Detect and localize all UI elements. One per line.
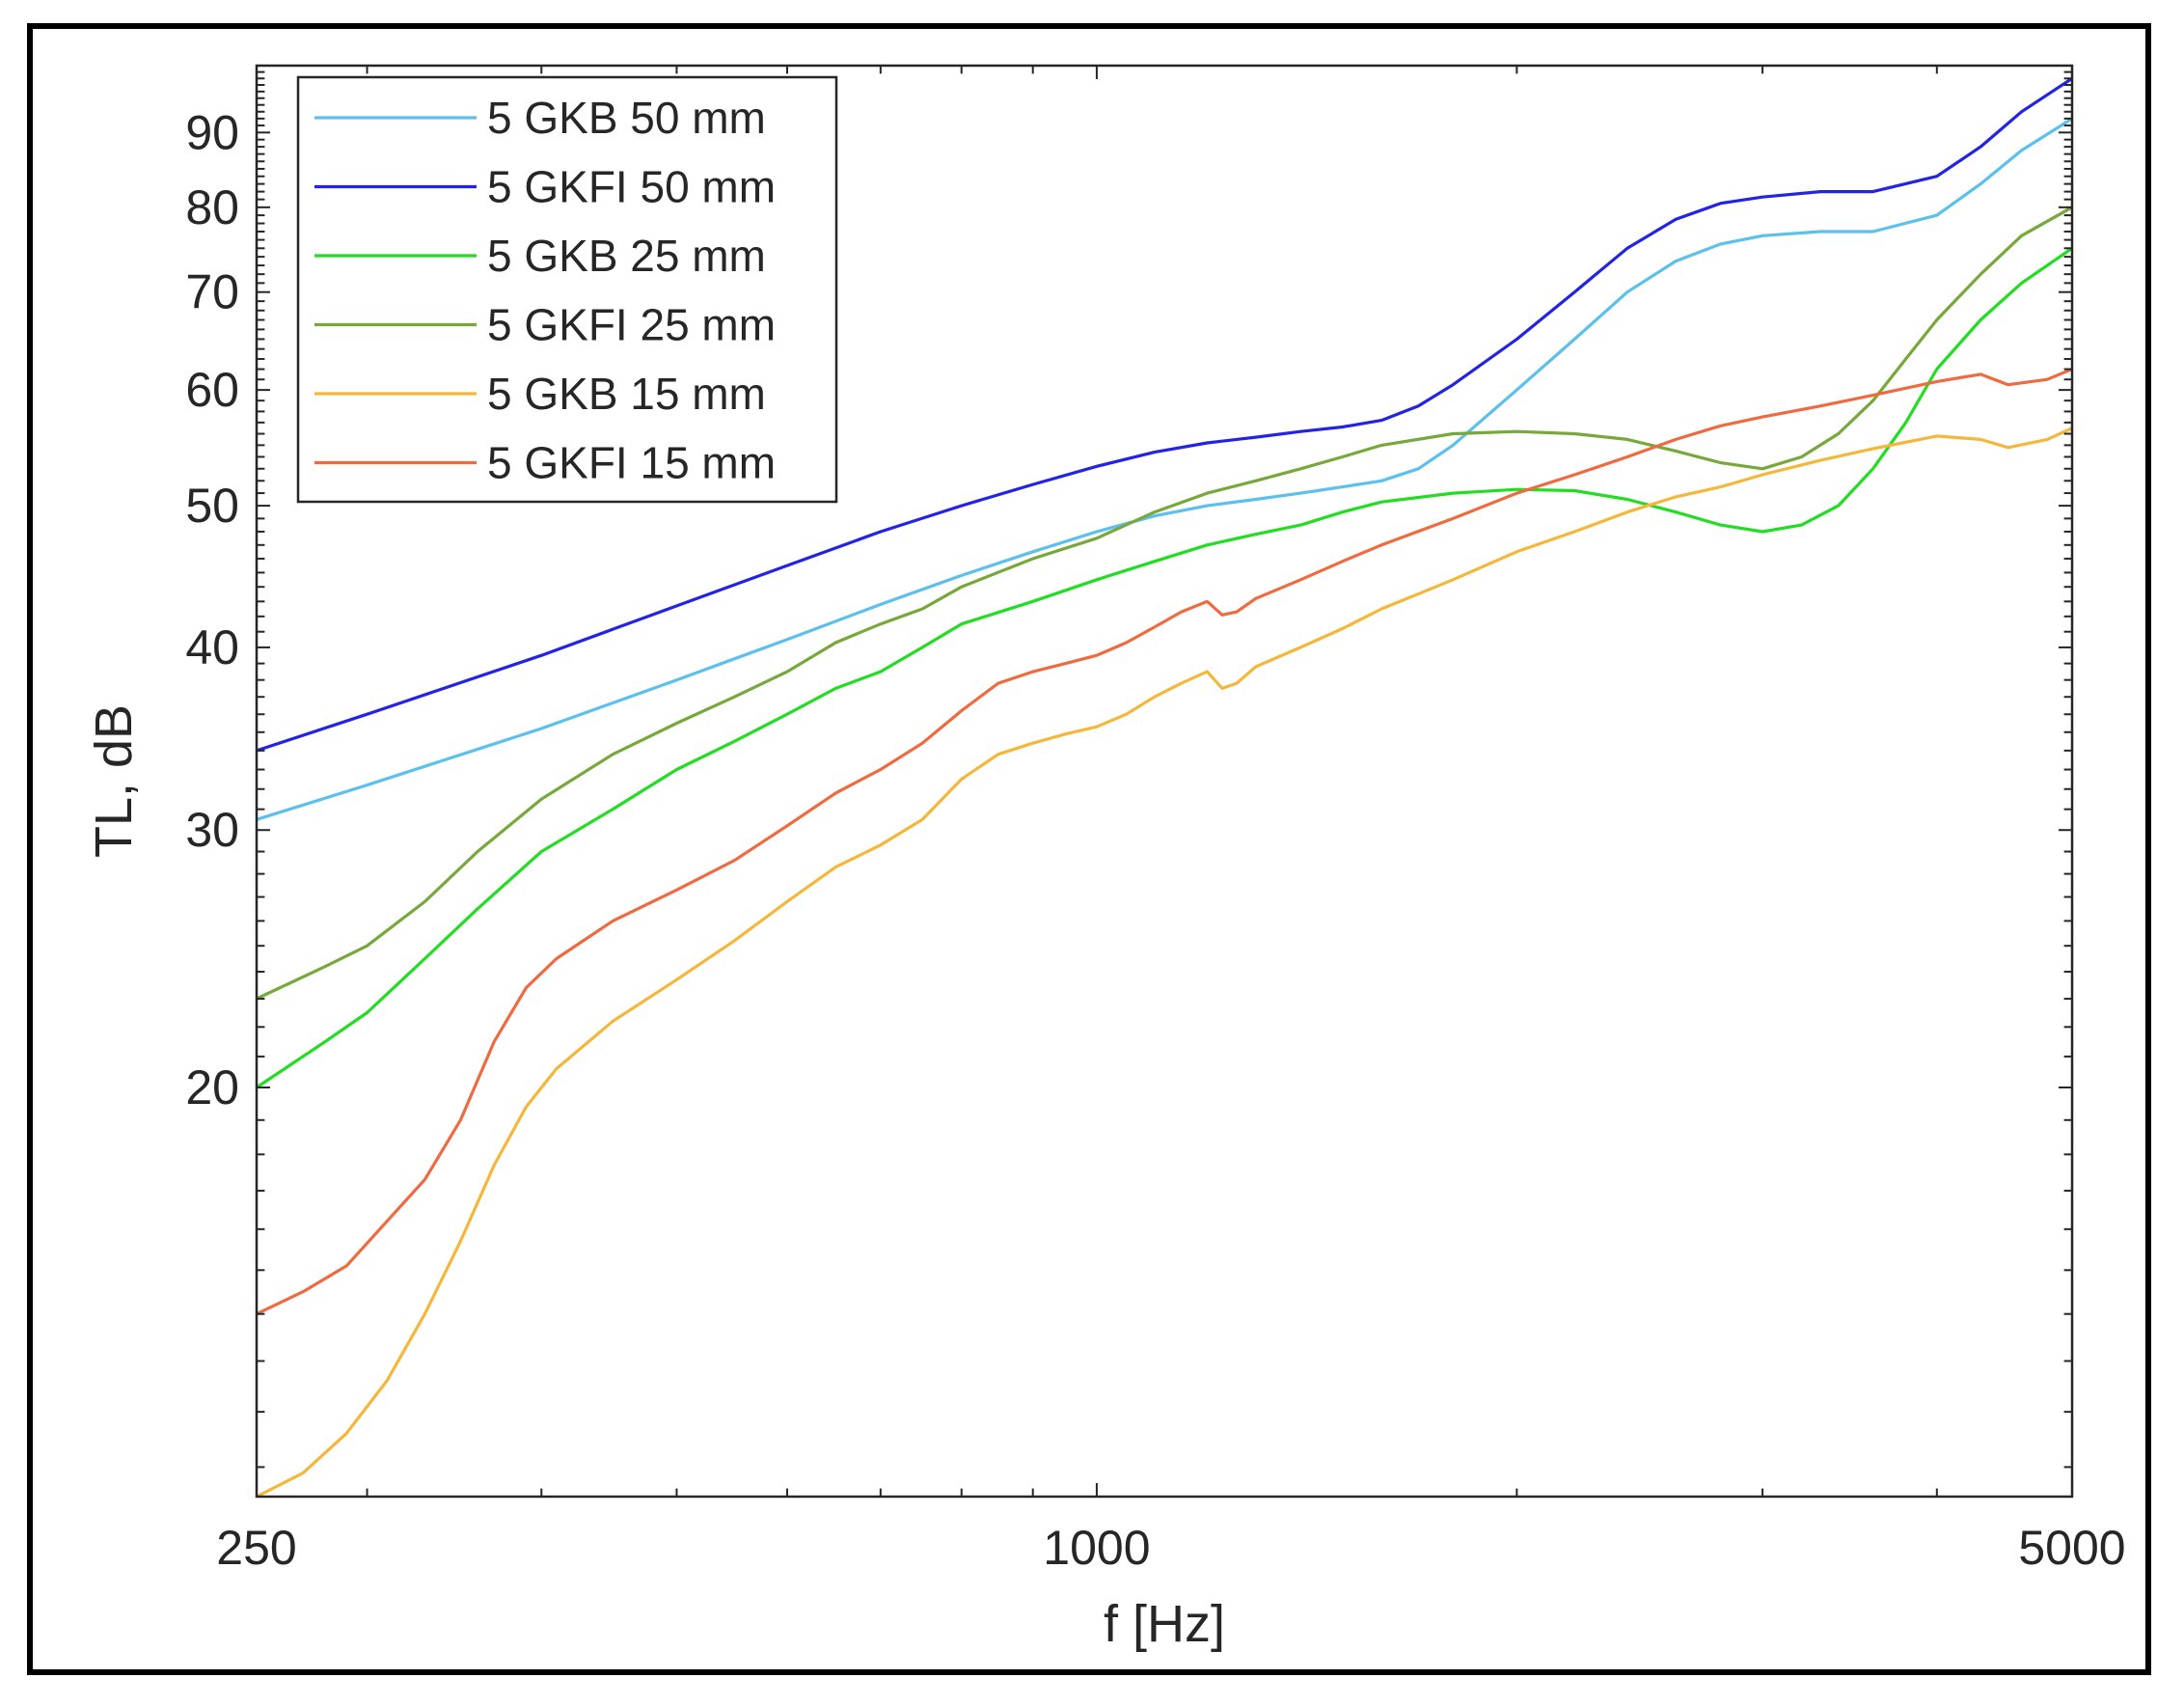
x-axis-label: f [Hz]: [1104, 1595, 1225, 1653]
figure-frame: 20 30 40 50 60 70 80 90 250 1000 5000 f [Hz] TL, d…: [27, 23, 2151, 1675]
legend: 5 GKB 50 mm 5 GKFI 50 mm 5 GKB 25 mm 5 GKFI…: [296, 75, 838, 504]
series-line-3: [256, 246, 2073, 1089]
y-tick-label: 70: [185, 265, 239, 319]
y-tick-label: 30: [185, 803, 239, 857]
legend-entry: 5 GKFI 25 mm: [487, 300, 776, 350]
legend-entry: 5 GKB 50 mm: [487, 93, 766, 143]
legend-box: [296, 75, 838, 504]
y-axis-label: TL, dB: [85, 704, 143, 858]
series-layer: [256, 76, 2073, 1499]
tick-layer: 20 30 40 50 60 70 80 90 250 1000 5000: [185, 65, 2126, 1575]
y-tick-label: 40: [185, 620, 239, 674]
legend-entry: 5 GKB 15 mm: [487, 369, 766, 419]
x-tick-label: 5000: [2018, 1521, 2125, 1575]
line-chart: 20 30 40 50 60 70 80 90 250 1000 5000 f [Hz] TL, d…: [85, 64, 2126, 1653]
legend-entry: 5 GKFI 15 mm: [487, 438, 776, 488]
y-tick-label: 50: [185, 479, 239, 533]
y-tick-label: 90: [185, 105, 239, 159]
series-line-4: [256, 206, 2073, 1001]
series-line-5: [256, 426, 2073, 1499]
x-tick-label: 1000: [1043, 1521, 1150, 1575]
series-line-6: [256, 368, 2073, 1316]
plot-area: [255, 64, 2074, 1499]
y-tick-label: 80: [185, 180, 239, 234]
legend-entry: 5 GKFI 50 mm: [487, 162, 776, 212]
series-line-1: [256, 117, 2073, 821]
y-tick-label: 20: [185, 1060, 239, 1114]
y-tick-label: 60: [185, 363, 239, 417]
x-tick-label: 250: [216, 1521, 296, 1575]
series-line-2: [256, 76, 2073, 753]
legend-entry: 5 GKB 25 mm: [487, 231, 766, 281]
